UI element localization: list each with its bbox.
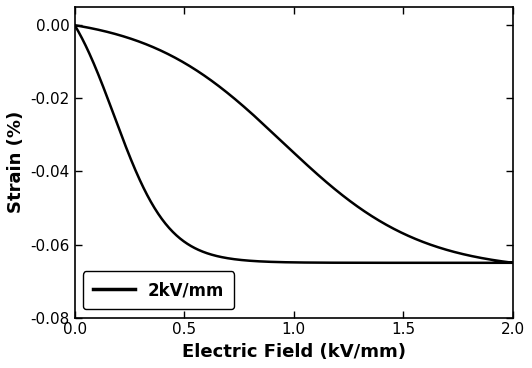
2kV/mm xyxy=(71,23,78,28)
2kV/mm xyxy=(71,23,78,28)
2kV/mm xyxy=(487,257,494,262)
X-axis label: Electric Field (kV/mm): Electric Field (kV/mm) xyxy=(182,343,406,361)
2kV/mm xyxy=(469,254,475,258)
2kV/mm xyxy=(188,244,194,248)
2kV/mm xyxy=(452,261,459,265)
2kV/mm xyxy=(510,261,516,265)
2kV/mm xyxy=(219,255,226,259)
Y-axis label: Strain (%): Strain (%) xyxy=(7,111,25,213)
Legend: 2kV/mm: 2kV/mm xyxy=(83,271,235,309)
Line: 2kV/mm: 2kV/mm xyxy=(74,25,513,263)
2kV/mm xyxy=(367,261,373,265)
